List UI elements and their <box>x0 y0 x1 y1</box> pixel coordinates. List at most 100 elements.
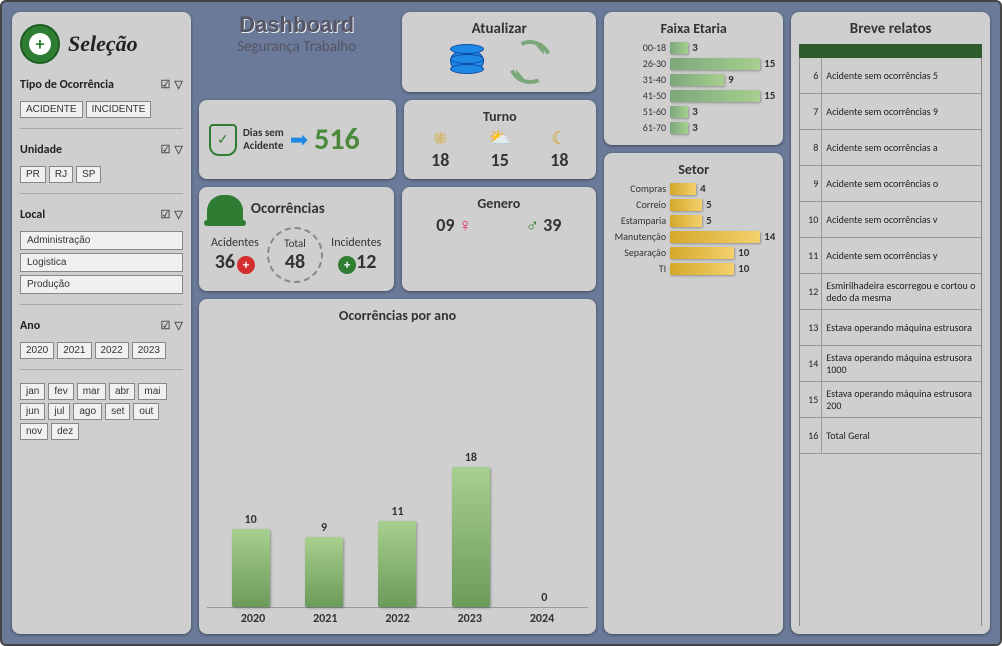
report-text: Acidente sem ocorrências y <box>822 238 981 273</box>
report-text: Esmirilhadeira escorregou e cortou o ded… <box>822 274 981 309</box>
year-axis-label: 2022 <box>373 612 423 626</box>
turno-icon: ⛅ <box>489 127 511 149</box>
age-title: Faixa Etaria <box>612 20 775 37</box>
filter-button[interactable]: jun <box>20 403 45 420</box>
multiselect-icon[interactable]: ☑ <box>161 319 171 332</box>
report-row[interactable]: 9Acidente sem ocorrências o <box>800 166 981 202</box>
hbar-row: TI10 <box>612 262 775 275</box>
report-row[interactable]: 7Acidente sem ocorrências 9 <box>800 94 981 130</box>
multiselect-icon[interactable]: ☑ <box>161 78 171 91</box>
report-num: 14 <box>800 346 822 381</box>
incidentes-stat: Incidentes +12 <box>331 236 381 274</box>
report-num: 7 <box>800 94 822 129</box>
filter-button[interactable]: RJ <box>49 166 73 183</box>
report-row[interactable]: 10Acidente sem ocorrências v <box>800 202 981 238</box>
dashboard-title: Dashboard <box>199 12 395 38</box>
plus-red-icon: + <box>237 256 255 274</box>
clear-filter-icon[interactable]: ▽ <box>174 143 182 156</box>
turno-cell: ⛅15 <box>489 127 511 171</box>
clear-filter-icon[interactable]: ▽ <box>174 319 182 332</box>
filter-button[interactable]: fev <box>48 383 73 400</box>
filter-button[interactable]: 2020 <box>20 342 54 359</box>
report-row[interactable]: 13Estava operando máquina estrusora <box>800 310 981 346</box>
filter-button[interactable]: SP <box>76 166 101 183</box>
filter-button[interactable]: set <box>105 403 130 420</box>
hbar-row: 26-3015 <box>612 57 775 70</box>
year-bar: 11 <box>372 505 422 607</box>
filter-button[interactable]: jan <box>20 383 45 400</box>
filter-button[interactable]: 2021 <box>57 342 91 359</box>
report-row[interactable]: 16Total Geral <box>800 418 981 454</box>
clear-filter-icon[interactable]: ▽ <box>174 208 182 221</box>
year-axis-label: 2024 <box>517 612 567 626</box>
report-row[interactable]: 11Acidente sem ocorrências y <box>800 238 981 274</box>
filter-button[interactable]: 2022 <box>95 342 129 359</box>
report-row[interactable]: 6Acidente sem ocorrências 5 <box>800 58 981 94</box>
report-text: Total Geral <box>822 418 981 453</box>
database-icon[interactable] <box>446 40 488 82</box>
year-bar: 9 <box>299 521 349 607</box>
ano-label: Ano <box>20 319 40 333</box>
days-label: Dias semAcidente <box>243 127 284 151</box>
multiselect-icon[interactable]: ☑ <box>161 208 171 221</box>
report-row[interactable]: 12Esmirilhadeira escorregou e cortou o d… <box>800 274 981 310</box>
genero-f: 09♀ <box>436 214 472 236</box>
yearchart-title: Ocorrências por ano <box>207 307 588 324</box>
filter-button[interactable]: 2023 <box>132 342 166 359</box>
report-num: 11 <box>800 238 822 273</box>
dashboard-subtitle: Segurança Trabalho <box>199 38 395 56</box>
filter-button[interactable]: Produção <box>20 275 183 294</box>
filter-button[interactable]: mar <box>77 383 106 400</box>
hbar-row: Correio5 <box>612 198 775 211</box>
selection-panel: Seleção Tipo de Ocorrência ☑▽ ACIDENTEIN… <box>12 12 191 634</box>
year-axis-label: 2021 <box>300 612 350 626</box>
report-row[interactable]: 8Acidente sem ocorrências a <box>800 130 981 166</box>
filter-button[interactable]: dez <box>51 423 79 440</box>
report-num: 13 <box>800 310 822 345</box>
selection-title: Seleção <box>68 31 138 57</box>
report-num: 16 <box>800 418 822 453</box>
hbar-row: 61-703 <box>612 121 775 134</box>
report-text: Acidente sem ocorrências v <box>822 202 981 237</box>
hbar-row: 31-409 <box>612 73 775 86</box>
scrollbar-thumb[interactable] <box>799 58 800 72</box>
report-text: Acidente sem ocorrências 9 <box>822 94 981 129</box>
genero-title: Genero <box>410 195 589 212</box>
year-bar: 18 <box>446 451 496 607</box>
setor-panel: Setor Compras4Correio5Estamparia5Manuten… <box>604 153 783 634</box>
acidentes-stat: Acidentes 36+ <box>211 236 259 274</box>
filter-button[interactable]: abr <box>109 383 135 400</box>
report-row[interactable]: 14Estava operando máquina estrusora 1000 <box>800 346 981 382</box>
report-num: 9 <box>800 166 822 201</box>
report-text: Acidente sem ocorrências 5 <box>822 58 981 93</box>
clear-filter-icon[interactable]: ▽ <box>174 78 182 91</box>
filter-button[interactable]: PR <box>20 166 46 183</box>
hbar-row: Compras4 <box>612 182 775 195</box>
filter-button[interactable]: out <box>133 403 159 420</box>
filter-button[interactable]: ACIDENTE <box>20 101 83 118</box>
local-label: Local <box>20 208 45 222</box>
filter-button[interactable]: nov <box>20 423 48 440</box>
multiselect-icon[interactable]: ☑ <box>161 143 171 156</box>
female-icon: ♀ <box>459 214 473 236</box>
arrow-right-icon: ➡ <box>290 126 308 153</box>
report-num: 15 <box>800 382 822 417</box>
hbar-row: 41-5015 <box>612 89 775 102</box>
setor-title: Setor <box>612 161 775 178</box>
filter-button[interactable]: ago <box>73 403 102 420</box>
report-num: 12 <box>800 274 822 309</box>
year-bar: 0 <box>519 591 569 607</box>
safety-logo-icon <box>20 24 60 64</box>
filter-button[interactable]: INCIDENTE <box>86 101 152 118</box>
filter-button[interactable]: mai <box>138 383 166 400</box>
report-row[interactable]: 15Estava operando máquina estrusora 200 <box>800 382 981 418</box>
helmet-icon <box>207 195 243 223</box>
report-num: 6 <box>800 58 822 93</box>
unidade-label: Unidade <box>20 143 62 157</box>
occ-title: Ocorrências <box>251 200 325 218</box>
filter-button[interactable]: Logistica <box>20 253 183 272</box>
filter-button[interactable]: Administração <box>20 231 183 250</box>
filter-button[interactable]: jul <box>48 403 70 420</box>
update-title: Atualizar <box>410 20 588 38</box>
refresh-icon[interactable] <box>502 34 558 90</box>
